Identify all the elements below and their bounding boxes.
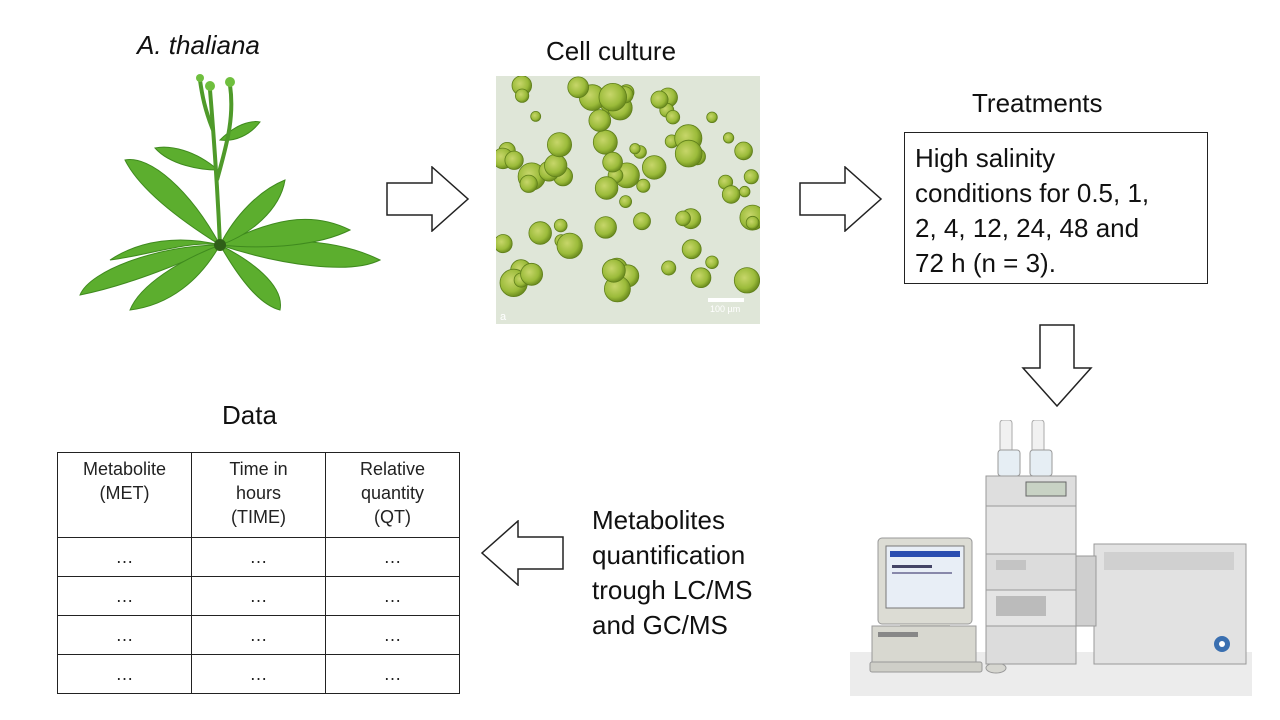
table-cell: … — [57, 537, 192, 577]
cell-shape — [515, 88, 530, 103]
header-time: Time in hours (TIME) — [191, 452, 326, 538]
cell-shape — [556, 232, 583, 259]
cell-culture-micrograph: 100 µm a — [496, 76, 760, 324]
table-row: … … … — [57, 615, 460, 655]
cell-shape — [650, 90, 669, 109]
quantification-line: and GC/MS — [592, 610, 728, 640]
cell-shape — [598, 83, 628, 112]
table-cell: … — [191, 537, 326, 577]
cell-shape — [594, 216, 617, 239]
cell-shape — [553, 218, 568, 233]
plant-title: A. thaliana — [137, 30, 260, 60]
table-header-row: Metabolite (MET) Time in hours (TIME) Relat… — [57, 452, 460, 538]
cell-shape — [641, 155, 667, 180]
data-table: Metabolite (MET) Time in hours (TIME) Relat… — [57, 452, 460, 694]
cell-shape — [601, 258, 626, 283]
cell-shape — [734, 141, 753, 161]
cell-shape — [520, 262, 543, 286]
table-cell: … — [191, 576, 326, 616]
treatments-line: 2, 4, 12, 24, 48 and — [915, 213, 1140, 243]
cell-shape — [705, 255, 719, 270]
cell-shape — [592, 129, 618, 155]
cell-shape — [519, 174, 538, 193]
cell-shape — [636, 178, 651, 193]
cell-shape — [629, 143, 641, 155]
cell-shape — [504, 150, 524, 170]
cell-shape — [733, 267, 760, 294]
table-cell: … — [191, 615, 326, 655]
arrow-left-icon — [480, 520, 564, 586]
cell-culture-title: Cell culture — [546, 36, 677, 66]
table-cell: … — [325, 654, 460, 694]
lcms-instrument-image — [850, 420, 1252, 696]
cell-shape — [530, 111, 542, 122]
header-metabolite: Metabolite (MET) — [57, 452, 192, 538]
cell-shape — [706, 111, 718, 124]
cell-shape — [547, 132, 573, 158]
arrow-down-icon — [1021, 324, 1093, 408]
panel-letter: a — [500, 311, 507, 323]
quantification-line: Metabolites — [592, 505, 725, 535]
cell-shape — [738, 185, 751, 198]
scale-bar-label: 100 µm — [710, 304, 740, 314]
cell-shape — [743, 169, 759, 185]
cell-shape — [528, 221, 552, 245]
cell-shape — [674, 139, 703, 168]
table-cell: … — [191, 654, 326, 694]
table-row: … … … — [57, 654, 460, 694]
cell-shape — [721, 185, 741, 204]
cell-shape — [588, 109, 612, 132]
table-cell: … — [57, 576, 192, 616]
cell-shape — [594, 176, 619, 200]
arrow-right-icon — [799, 166, 883, 232]
treatments-line: High salinity — [915, 143, 1056, 173]
treatments-line: conditions for 0.5, 1, — [915, 178, 1150, 208]
treatments-title: Treatments — [972, 88, 1103, 118]
cell-shape — [681, 239, 702, 260]
cell-shape — [723, 132, 735, 144]
cell-shape — [690, 267, 712, 289]
data-title: Data — [222, 400, 277, 430]
table-cell: … — [57, 615, 192, 655]
treatments-line: 72 h (n = 3). — [915, 248, 1056, 278]
treatments-box: High salinity conditions for 0.5, 1, 2, … — [904, 132, 1208, 284]
quantification-line: trough LC/MS — [592, 575, 753, 605]
cell-shape — [567, 76, 589, 99]
quantification-text: Metabolites quantification trough LC/MS … — [592, 503, 752, 643]
table-cell: … — [325, 615, 460, 655]
cell-shape — [544, 154, 568, 178]
cell-shape — [675, 210, 691, 227]
cell-shape — [661, 260, 677, 276]
table-cell: … — [57, 654, 192, 694]
cell-shape — [619, 195, 633, 208]
header-quantity: Relative quantity (QT) — [325, 452, 460, 538]
cell-shape — [633, 212, 651, 231]
cell-shape — [665, 110, 681, 125]
table-cell: … — [325, 537, 460, 577]
cell-shape — [602, 151, 623, 173]
table-cell: … — [325, 576, 460, 616]
table-row: … … … — [57, 537, 460, 577]
arrow-right-icon — [386, 166, 470, 232]
table-row: … … … — [57, 576, 460, 616]
cell-shape — [496, 234, 513, 254]
cell-shape — [745, 215, 760, 230]
quantification-line: quantification — [592, 540, 746, 570]
arabidopsis-plant-image — [79, 74, 382, 311]
